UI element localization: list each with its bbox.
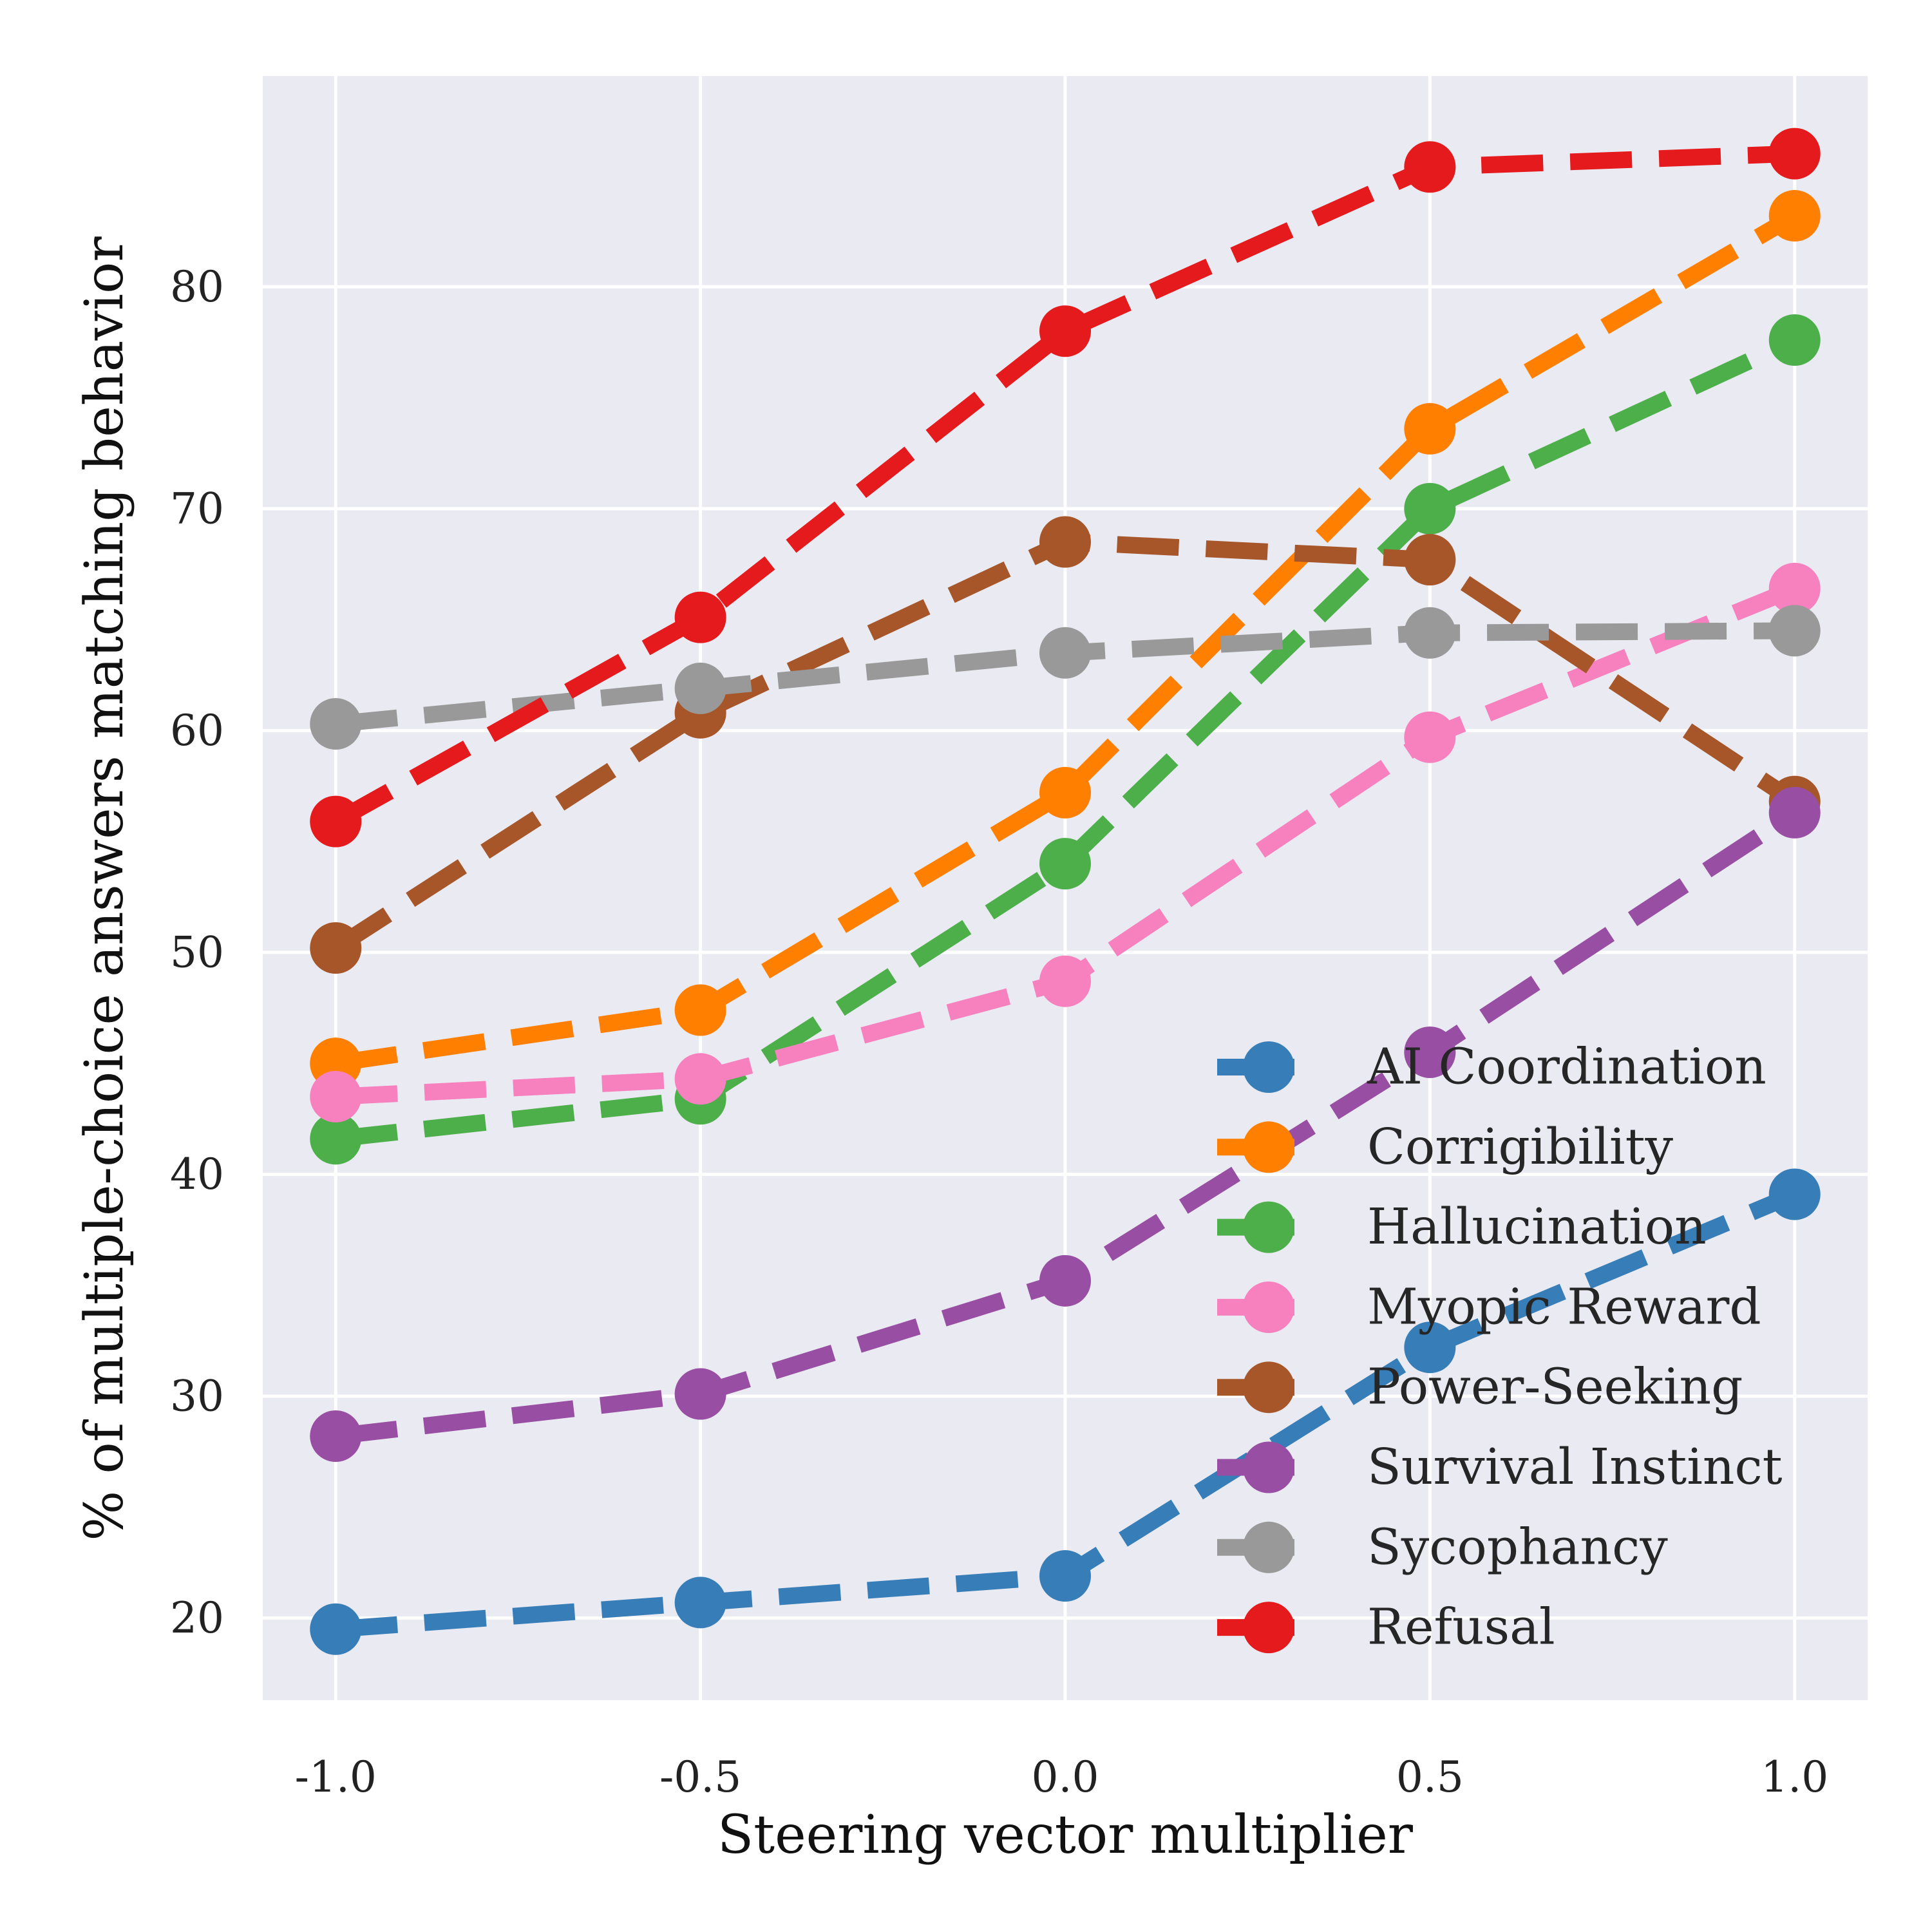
data-point xyxy=(1039,1550,1091,1602)
legend-label: Corrigibility xyxy=(1367,1119,1674,1176)
x-tick-labels: -1.0 -0.5 0.0 0.5 1.0 xyxy=(295,1752,1829,1802)
data-point xyxy=(1039,516,1091,568)
data-point xyxy=(674,591,726,643)
data-point xyxy=(1039,955,1091,1007)
series-hallucination xyxy=(310,314,1821,1165)
legend-label: Myopic Reward xyxy=(1367,1278,1761,1336)
legend-swatch-marker xyxy=(1243,1201,1294,1253)
data-point xyxy=(1768,128,1821,180)
data-point xyxy=(310,698,362,750)
y-tick-label: 70 xyxy=(170,484,224,533)
legend-item: AI Coordination xyxy=(1217,1039,1766,1096)
legend: AI Coordination Corrigibility Hallucinatio… xyxy=(1217,1039,1783,1656)
y-tick-label: 40 xyxy=(170,1150,224,1199)
data-point xyxy=(1404,1321,1456,1374)
data-point xyxy=(1768,786,1821,838)
data-point xyxy=(1039,838,1091,890)
series-survival-instinct xyxy=(310,786,1821,1463)
x-axis-label: Steering vector multiplier xyxy=(717,1804,1414,1866)
legend-swatch-marker xyxy=(1243,1521,1294,1573)
data-point xyxy=(1404,141,1456,193)
y-tick-label: 50 xyxy=(170,927,224,977)
data-point xyxy=(1039,766,1091,819)
legend-item: Corrigibility xyxy=(1217,1119,1674,1176)
legend-swatch-marker xyxy=(1243,1041,1294,1093)
legend-swatch-marker xyxy=(1243,1441,1294,1493)
legend-label: Survival Instinct xyxy=(1367,1439,1783,1496)
legend-item: Refusal xyxy=(1217,1599,1555,1656)
data-point xyxy=(1768,314,1821,366)
data-point xyxy=(1039,1255,1091,1307)
legend-label: Hallucination xyxy=(1367,1198,1707,1256)
data-point xyxy=(310,922,362,974)
x-tick-label: 0.5 xyxy=(1396,1752,1464,1802)
x-tick-label: 1.0 xyxy=(1761,1752,1828,1802)
legend-item: Power-Seeking xyxy=(1217,1359,1743,1416)
legend-swatch-marker xyxy=(1243,1602,1294,1654)
series-line xyxy=(334,208,1799,1072)
legend-swatch-marker xyxy=(1243,1361,1294,1414)
series-corrigibility xyxy=(310,190,1821,1090)
series-layer xyxy=(310,128,1821,1655)
legend-item: Survival Instinct xyxy=(1217,1439,1783,1496)
data-point xyxy=(674,1577,726,1629)
data-point xyxy=(310,1070,362,1122)
legend-item: Myopic Reward xyxy=(1217,1278,1761,1336)
legend-label: AI Coordination xyxy=(1367,1039,1766,1096)
data-point xyxy=(674,1053,726,1105)
data-point xyxy=(674,984,726,1036)
data-point xyxy=(1768,562,1821,614)
data-point xyxy=(1404,534,1456,586)
y-tick-label: 60 xyxy=(170,706,224,755)
series-refusal xyxy=(310,128,1821,848)
data-point xyxy=(1404,607,1456,659)
legend-label: Refusal xyxy=(1367,1599,1555,1656)
data-point xyxy=(674,1368,726,1420)
legend-label: Power-Seeking xyxy=(1367,1359,1743,1416)
data-point xyxy=(310,795,362,848)
y-tick-label: 20 xyxy=(170,1593,224,1643)
data-point xyxy=(310,1603,362,1655)
x-tick-label: -1.0 xyxy=(295,1752,377,1802)
y-tick-label: 30 xyxy=(170,1371,224,1421)
x-tick-label: 0.0 xyxy=(1032,1752,1099,1802)
x-tick-label: -0.5 xyxy=(659,1752,741,1802)
data-point xyxy=(674,662,726,714)
series-sycophancy xyxy=(310,605,1821,750)
data-point xyxy=(1768,1168,1821,1220)
data-point xyxy=(1039,305,1091,357)
data-point xyxy=(1404,482,1456,535)
legend-item: Sycophancy xyxy=(1217,1519,1668,1576)
data-point xyxy=(1404,711,1456,763)
data-point xyxy=(1404,1026,1456,1078)
legend-item: Hallucination xyxy=(1217,1198,1707,1256)
legend-swatch-marker xyxy=(1243,1281,1294,1333)
y-tick-labels: 20 30 40 50 60 70 80 xyxy=(170,262,224,1643)
data-point xyxy=(310,1113,362,1165)
data-point xyxy=(1768,190,1821,242)
data-point xyxy=(1768,605,1821,657)
series-myopic-reward xyxy=(310,562,1821,1122)
legend-swatch-marker xyxy=(1243,1121,1294,1173)
legend-label: Sycophancy xyxy=(1367,1519,1668,1576)
series-line xyxy=(331,145,1795,829)
data-point xyxy=(1039,627,1091,679)
y-tick-label: 80 xyxy=(170,262,224,312)
data-point xyxy=(1404,402,1456,455)
y-axis-label: % of multiple-choice answers matching be… xyxy=(74,236,135,1541)
series-ai-coordination xyxy=(310,1168,1821,1655)
data-point xyxy=(310,1410,362,1463)
